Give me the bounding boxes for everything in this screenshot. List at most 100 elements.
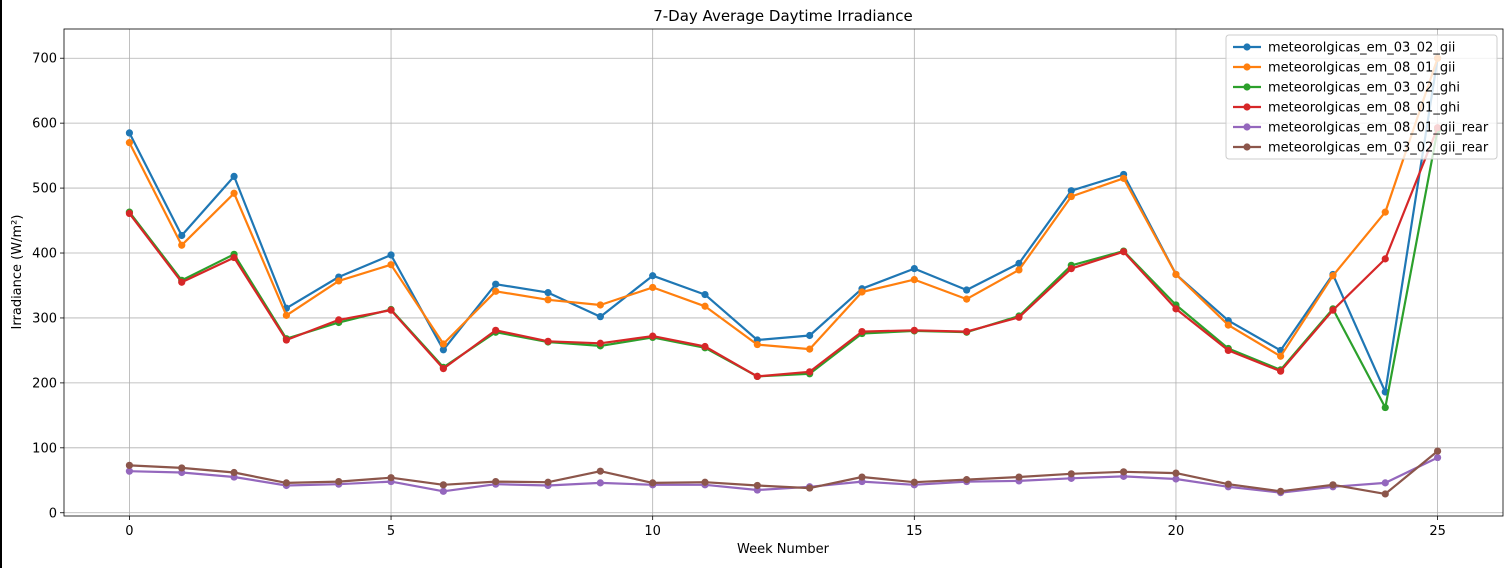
data-point bbox=[649, 283, 657, 292]
data-point bbox=[439, 346, 447, 354]
data-point bbox=[753, 372, 761, 380]
data-point bbox=[178, 231, 186, 240]
data-point bbox=[1120, 248, 1128, 256]
data-point bbox=[1277, 487, 1285, 495]
data-point bbox=[125, 129, 134, 137]
y-tick-label: 500 bbox=[32, 182, 57, 197]
data-point bbox=[1381, 403, 1389, 412]
data-point bbox=[125, 461, 134, 469]
data-point bbox=[1433, 447, 1442, 455]
data-point bbox=[701, 290, 709, 299]
data-point bbox=[963, 476, 971, 484]
data-point bbox=[1120, 468, 1128, 476]
series-lines bbox=[125, 54, 1442, 498]
legend-box bbox=[1225, 34, 1498, 160]
data-point bbox=[544, 478, 552, 486]
data-point bbox=[1067, 187, 1075, 195]
data-point bbox=[910, 478, 918, 486]
y-tick-label: 0 bbox=[49, 506, 57, 521]
data-point bbox=[910, 276, 918, 284]
legend-label: meteorolgicas_em_03_02_gii bbox=[1268, 41, 1455, 56]
data-point bbox=[1277, 367, 1285, 375]
x-tick-label: 5 bbox=[387, 524, 395, 539]
legend-label: meteorolgicas_em_03_02_ghi bbox=[1268, 81, 1460, 96]
data-point bbox=[649, 479, 657, 487]
x-tick-label: 20 bbox=[1168, 524, 1185, 539]
data-point bbox=[387, 261, 395, 269]
data-point bbox=[806, 331, 814, 340]
data-point bbox=[1277, 352, 1285, 360]
data-point bbox=[596, 479, 604, 487]
data-point bbox=[1381, 490, 1389, 498]
data-point bbox=[1015, 313, 1023, 321]
data-point bbox=[544, 337, 552, 345]
data-point bbox=[492, 287, 500, 295]
data-point bbox=[492, 280, 500, 288]
data-point bbox=[649, 332, 657, 340]
legend-swatch-marker bbox=[1243, 63, 1251, 71]
legend-label: meteorolgicas_em_03_02_gii_rear bbox=[1268, 141, 1489, 156]
series-meteorolgicas_em_08_01_ghi bbox=[125, 124, 1442, 380]
data-point bbox=[596, 339, 604, 347]
data-point bbox=[282, 479, 290, 487]
data-point bbox=[1224, 321, 1232, 329]
data-point bbox=[806, 484, 814, 492]
y-tick-label: 200 bbox=[32, 376, 57, 391]
legend-item: meteorolgicas_em_03_02_ghi bbox=[1233, 81, 1460, 96]
series-line bbox=[128, 57, 1439, 358]
series-line bbox=[129, 456, 1439, 494]
data-point bbox=[1172, 305, 1180, 313]
series-line bbox=[128, 58, 1439, 394]
x-axis-label: Week Number bbox=[737, 542, 830, 557]
data-point bbox=[230, 189, 238, 197]
data-point bbox=[335, 277, 343, 285]
data-point bbox=[596, 467, 604, 475]
data-point bbox=[858, 473, 866, 481]
data-point bbox=[596, 301, 604, 309]
data-point bbox=[858, 327, 866, 336]
data-point bbox=[1433, 453, 1442, 462]
data-point bbox=[1329, 272, 1337, 280]
data-point bbox=[701, 342, 709, 351]
data-point bbox=[387, 251, 395, 259]
data-point bbox=[858, 288, 866, 296]
data-point bbox=[178, 241, 186, 249]
x-tick-label: 25 bbox=[1429, 524, 1446, 539]
window-left-border bbox=[0, 0, 2, 568]
legend-swatch-marker bbox=[1243, 103, 1251, 111]
data-point bbox=[649, 272, 657, 280]
grid bbox=[64, 29, 1503, 516]
data-point bbox=[963, 286, 971, 294]
legend-swatch-marker bbox=[1243, 83, 1251, 91]
data-point bbox=[230, 172, 238, 180]
x-tick-label: 0 bbox=[125, 524, 133, 539]
x-tick-label: 10 bbox=[644, 524, 661, 539]
data-point bbox=[596, 313, 604, 321]
legend-swatch-marker bbox=[1243, 123, 1251, 131]
data-point bbox=[1329, 481, 1337, 489]
series-meteorolgicas_em_08_01_gii bbox=[125, 54, 1442, 360]
y-tick-label: 600 bbox=[32, 117, 57, 132]
data-point bbox=[1224, 480, 1232, 488]
data-point bbox=[178, 464, 186, 472]
series-meteorolgicas_em_03_02_gii_rear bbox=[125, 447, 1442, 498]
data-point bbox=[1067, 265, 1075, 273]
y-tick-label: 100 bbox=[32, 441, 57, 456]
data-point bbox=[544, 296, 552, 304]
legend-item: meteorolgicas_em_08_01_ghi bbox=[1233, 101, 1460, 116]
data-point bbox=[178, 278, 186, 286]
data-point bbox=[125, 209, 134, 218]
data-point bbox=[439, 481, 447, 489]
data-point bbox=[125, 467, 134, 475]
series-line bbox=[129, 450, 1439, 495]
data-point bbox=[1172, 475, 1180, 483]
legend-label: meteorolgicas_em_08_01_gii bbox=[1268, 61, 1455, 76]
series-line bbox=[128, 127, 1439, 378]
y-axis-label: Irradiance (W/m²) bbox=[10, 215, 25, 330]
data-point bbox=[753, 340, 761, 349]
data-point bbox=[910, 326, 918, 334]
legend-label: meteorolgicas_em_08_01_ghi bbox=[1268, 101, 1460, 116]
data-point bbox=[335, 316, 343, 324]
data-point bbox=[1381, 208, 1389, 216]
axis-ticks: 0 5 10 15 20 25 0 100 200 300 400 500 600 700 bbox=[32, 52, 1446, 539]
